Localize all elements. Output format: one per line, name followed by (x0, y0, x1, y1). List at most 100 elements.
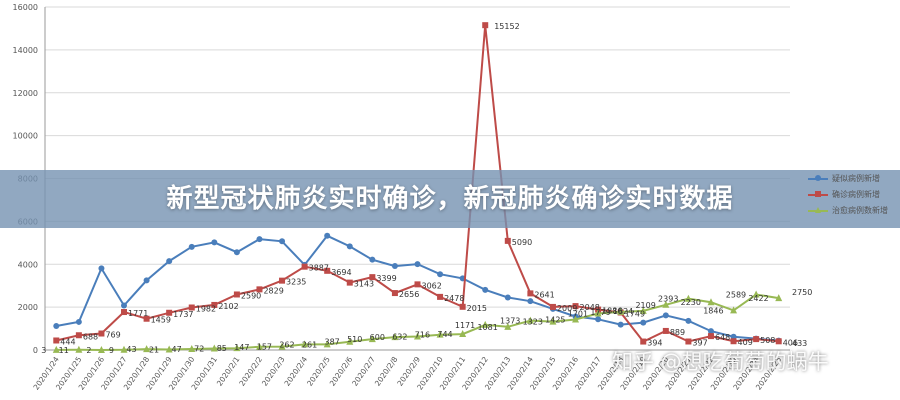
data-label: 3 (41, 346, 46, 355)
data-point (233, 249, 240, 256)
data-label: 1824 (613, 307, 633, 316)
data-point (324, 232, 331, 239)
data-point (730, 333, 737, 340)
data-point (166, 258, 173, 265)
data-label: 3143 (354, 280, 374, 289)
series-layer (52, 22, 783, 353)
data-point (98, 330, 105, 337)
data-label: 1886 (602, 307, 622, 316)
data-point (572, 315, 580, 323)
data-point (97, 345, 105, 353)
data-point (369, 256, 376, 263)
data-point (459, 330, 467, 338)
data-point (75, 345, 83, 353)
data-point (120, 345, 128, 353)
title-banner: 新型冠状肺炎实时确诊，新冠肺炎确诊实时数据 (0, 170, 900, 228)
data-point (684, 294, 692, 302)
data-label: 2422 (748, 294, 768, 303)
data-point (346, 243, 353, 250)
data-point (165, 345, 173, 353)
data-label: 3887 (309, 264, 329, 273)
data-point (662, 312, 669, 319)
data-point (436, 330, 444, 338)
data-point (52, 345, 60, 353)
legend-marker (815, 175, 821, 181)
data-point (256, 236, 263, 243)
data-point (482, 22, 489, 29)
data-label: 2 (86, 346, 91, 355)
data-point (346, 337, 354, 345)
data-label: 72 (194, 344, 204, 353)
data-point (279, 238, 286, 245)
data-label: 3062 (422, 281, 442, 290)
data-label: 508 (760, 336, 775, 345)
y-tick-label: 2000 (18, 303, 38, 312)
data-point (662, 327, 669, 334)
series-line (56, 234, 779, 342)
legend-item: 确诊病例新增 (806, 188, 900, 202)
data-point (211, 301, 218, 308)
data-point (233, 291, 240, 298)
data-label: 2641 (534, 290, 554, 299)
data-point (391, 263, 398, 270)
data-label: 387 (324, 338, 339, 347)
data-point (121, 309, 128, 316)
data-label: 2048 (580, 303, 600, 312)
data-label: 1701 (568, 310, 588, 319)
data-label: 1373 (500, 317, 520, 326)
data-point (368, 335, 376, 343)
data-label: 262 (279, 340, 294, 349)
data-label: 21 (149, 346, 159, 355)
data-point (617, 307, 625, 315)
legend-marker (815, 191, 821, 197)
legend-swatch (808, 191, 828, 198)
data-point (685, 338, 692, 345)
data-point (143, 345, 151, 353)
data-point (301, 263, 308, 270)
data-label: 157 (257, 343, 272, 352)
data-label: 1846 (703, 306, 723, 315)
legend-swatch (808, 207, 828, 214)
data-label: 1323 (523, 318, 543, 327)
data-point (639, 306, 647, 314)
legend-label: 疑似病例新增 (832, 174, 880, 183)
data-label: 632 (392, 332, 407, 341)
data-label: 600 (370, 333, 385, 342)
data-label: 2750 (792, 288, 812, 297)
data-point (617, 321, 624, 328)
data-point (323, 340, 331, 348)
data-point (75, 318, 82, 325)
data-label: 2009 (557, 304, 577, 313)
data-label: 5090 (512, 238, 532, 247)
data-point (391, 333, 399, 341)
data-point (662, 300, 670, 308)
data-point (459, 303, 466, 310)
data-label: 11 (59, 346, 69, 355)
data-point (527, 290, 534, 297)
data-point (775, 338, 782, 345)
data-point (730, 338, 737, 345)
data-point (301, 340, 309, 348)
data-label: 261 (302, 340, 317, 349)
data-label: 1749 (625, 310, 645, 319)
data-label: 2478 (444, 294, 464, 303)
data-label: 1737 (173, 310, 193, 319)
banner-title: 新型冠状肺炎实时确诊，新冠肺炎确诊实时数据 (166, 184, 734, 214)
data-label: 510 (347, 335, 362, 344)
data-point (53, 323, 60, 330)
y-tick-label: 12000 (13, 89, 38, 98)
data-label: 1459 (151, 316, 171, 325)
data-label: 648 (715, 333, 730, 342)
data-point (526, 316, 534, 324)
data-point (549, 317, 557, 325)
data-point (707, 333, 714, 340)
data-point (391, 290, 398, 297)
data-point (437, 271, 444, 278)
data-point (707, 328, 714, 335)
y-tick-label: 14000 (13, 46, 38, 55)
data-point (707, 298, 715, 306)
legend-item: 疑似病例新增 (806, 172, 900, 186)
data-point (414, 261, 421, 268)
data-label: 397 (692, 338, 707, 347)
